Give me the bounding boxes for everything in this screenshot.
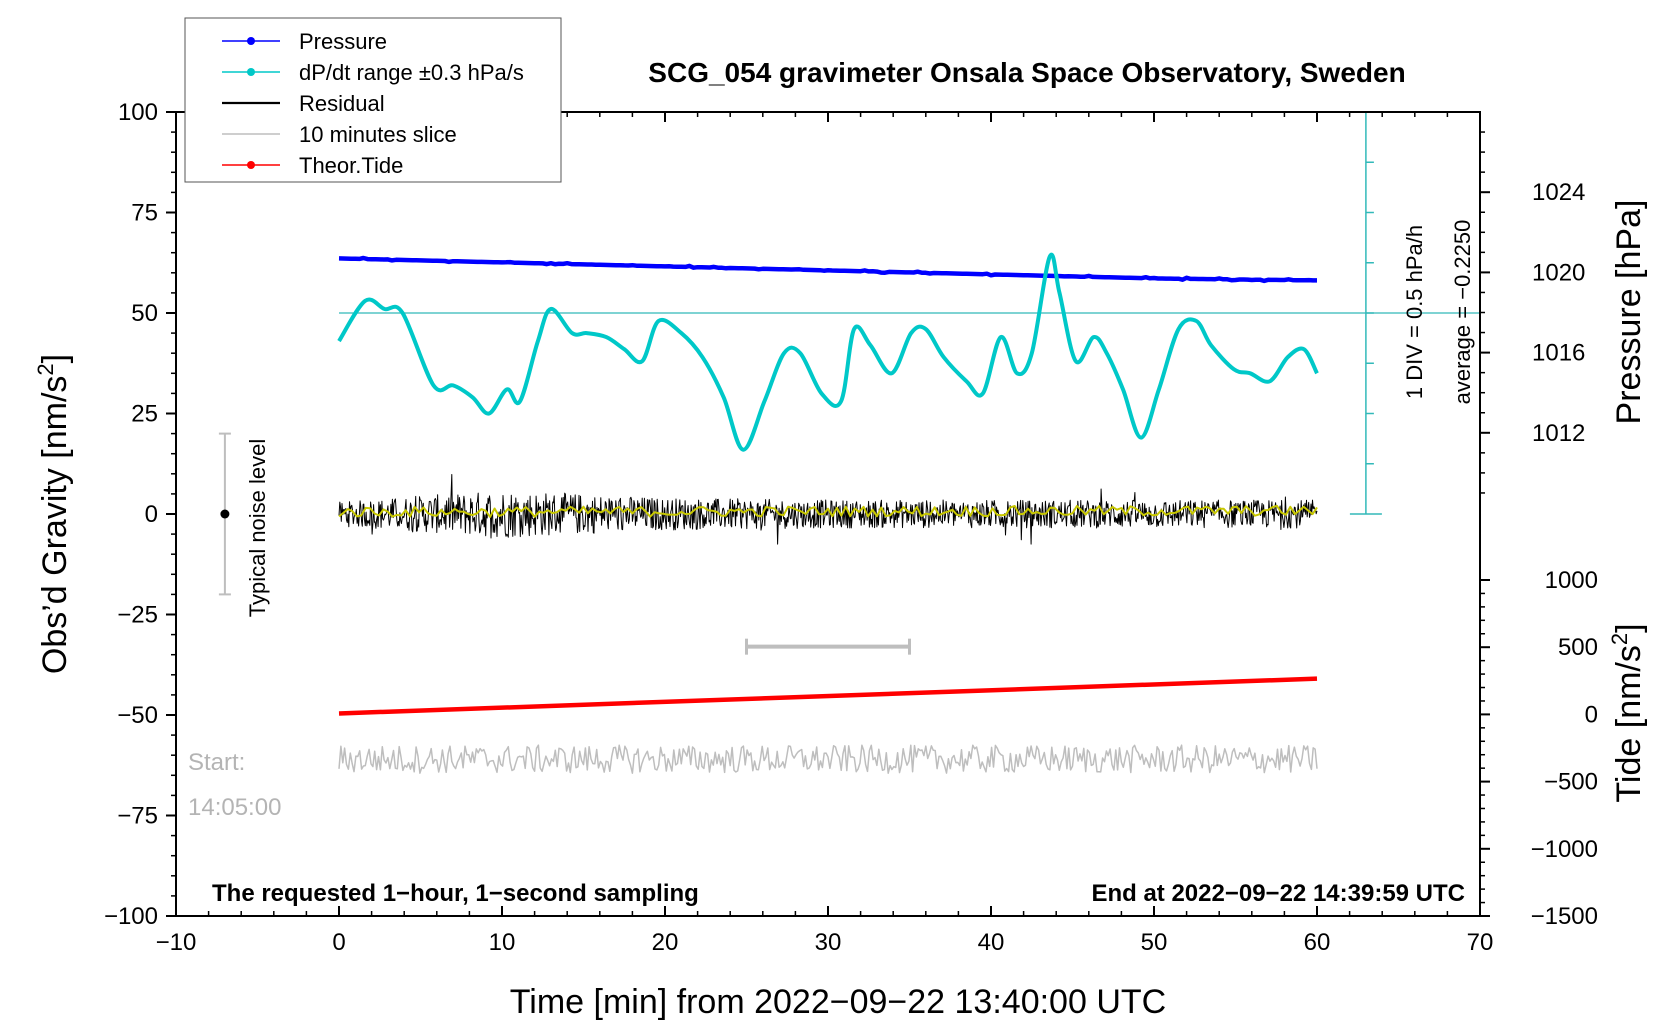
legend-label: 10 minutes slice xyxy=(299,122,457,147)
y-left-tick-label: 25 xyxy=(131,401,158,428)
x-tick-label: 70 xyxy=(1467,929,1494,956)
x-tick-label: 20 xyxy=(652,929,679,956)
y-left-tick-label: −75 xyxy=(117,803,158,830)
y-pressure-tick-label: 1012 xyxy=(1532,420,1585,447)
legend: Pressure dP/dt range ±0.3 hPa/s Residual 10… xyxy=(184,17,562,183)
y-left-tick-label: 100 xyxy=(118,99,158,126)
y-left-tick-label: −50 xyxy=(117,702,158,729)
y-left-axis-label: Obs’d Gravity [nm/s2] xyxy=(33,354,74,674)
x-tick-label: 30 xyxy=(815,929,842,956)
x-tick-label: −10 xyxy=(156,929,197,956)
y-tide-tick-label: −1000 xyxy=(1531,836,1598,863)
y-pressure-tick-label: 1016 xyxy=(1532,340,1585,367)
y-left-tick-label: 75 xyxy=(131,200,158,227)
y-left-tick-label: −100 xyxy=(104,903,158,930)
start-time-label: 14:05:00 xyxy=(188,794,281,821)
data-layer xyxy=(218,111,1480,774)
x-axis-label: Time [min] from 2022−09−22 13:40:00 UTC xyxy=(510,983,1166,1020)
y-left-tick-label: 50 xyxy=(131,300,158,327)
legend-marker xyxy=(247,37,255,45)
x-tick-label: 0 xyxy=(332,929,345,956)
dpdt-line xyxy=(337,252,1319,452)
legend-label: dP/dt range ±0.3 hPa/s xyxy=(299,60,524,85)
y-tide-axis-label: Tide [nm/s2] xyxy=(1607,623,1648,802)
div-label: 1 DIV = 0.5 hPa/h xyxy=(1402,225,1427,399)
y-tide-tick-label: −500 xyxy=(1544,769,1598,796)
start-label: Start: xyxy=(188,749,245,776)
tide-line xyxy=(338,676,1318,716)
y-left-tick-label: −25 xyxy=(117,602,158,629)
y-left-tick-label: 0 xyxy=(145,501,158,528)
legend-label: Theor.Tide xyxy=(299,153,403,178)
legend-marker xyxy=(247,161,255,169)
right-note: End at 2022−09−22 14:39:59 UTC xyxy=(1091,880,1465,907)
y-pressure-axis-label: Pressure [hPa] xyxy=(1610,200,1648,425)
axes-layer: −10 0 10 20 30 40 50 60 701007550250−25−50−75−10… xyxy=(104,99,1598,956)
left-note: The requested 1−hour, 1−second sampling xyxy=(212,880,699,907)
y-tide-tick-label: 1000 xyxy=(1545,567,1598,594)
y-tide-tick-label: 0 xyxy=(1585,701,1598,728)
average-label: average = −0.2250 xyxy=(1450,220,1475,405)
x-tick-label: 60 xyxy=(1304,929,1331,956)
legend-box xyxy=(184,17,562,183)
pressure-line xyxy=(338,255,1317,284)
legend-marker xyxy=(247,68,255,76)
x-tick-label: 50 xyxy=(1141,929,1168,956)
chart-title: SCG_054 gravimeter Onsala Space Observat… xyxy=(648,57,1405,88)
y-pressure-tick-label: 1024 xyxy=(1532,179,1585,206)
legend-label: Pressure xyxy=(299,29,387,54)
residual-smoothed-line xyxy=(338,504,1318,518)
y-tide-tick-label: −1500 xyxy=(1531,903,1598,930)
x-tick-label: 40 xyxy=(978,929,1005,956)
legend-label: Residual xyxy=(299,91,385,116)
noise-label: Typical noise level xyxy=(245,439,270,618)
y-pressure-tick-label: 1020 xyxy=(1532,259,1585,286)
y-tide-tick-label: 500 xyxy=(1558,634,1598,661)
slice-line xyxy=(338,744,1318,774)
x-tick-label: 10 xyxy=(489,929,516,956)
noise-bar-center xyxy=(220,509,230,519)
